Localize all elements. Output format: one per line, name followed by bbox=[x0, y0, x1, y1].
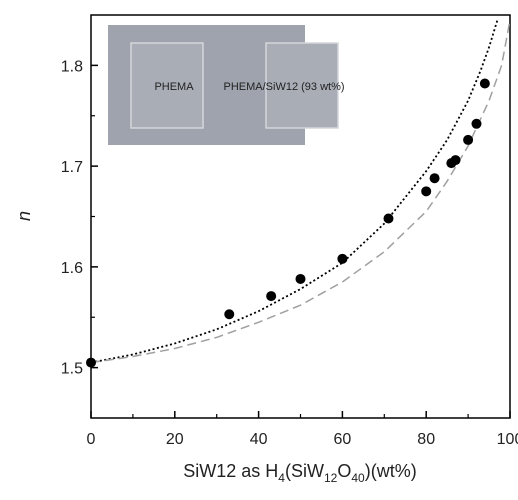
label-part: 40 bbox=[351, 471, 365, 485]
data-point bbox=[295, 273, 306, 284]
data-point bbox=[450, 155, 461, 166]
label-part: 4 bbox=[278, 471, 285, 485]
film-square bbox=[265, 42, 339, 129]
x-tick-label: 20 bbox=[166, 431, 184, 448]
x-tick-label: 40 bbox=[250, 431, 268, 448]
y-tick-label: 1.7 bbox=[61, 159, 83, 176]
data-point bbox=[429, 173, 440, 184]
label-part: SiW12 as H bbox=[183, 461, 278, 481]
data-point bbox=[383, 213, 394, 224]
data-point bbox=[86, 357, 96, 368]
x-tick-label: 100 bbox=[497, 431, 518, 448]
y-axis-label: n bbox=[14, 211, 34, 221]
data-point bbox=[337, 253, 348, 264]
x-axis-label: SiW12 as H4(SiW12O40)(wt%) bbox=[183, 461, 416, 485]
film-square bbox=[130, 42, 204, 129]
inset-label: PHEMA/SiW12 (93 wt%) bbox=[223, 81, 344, 93]
model-curve bbox=[90, 19, 511, 364]
label-part: )(wt%) bbox=[365, 461, 417, 481]
y-tick-label: 1.6 bbox=[61, 260, 83, 277]
x-tick-label: 0 bbox=[87, 431, 96, 448]
inset-label: PHEMA bbox=[154, 81, 194, 93]
label-part: (SiW bbox=[285, 461, 324, 481]
data-point bbox=[421, 186, 432, 197]
label-part: O bbox=[337, 461, 351, 481]
x-tick-label: 60 bbox=[334, 431, 352, 448]
x-tick-label: 80 bbox=[417, 431, 435, 448]
data-point bbox=[266, 291, 277, 302]
data-point bbox=[463, 134, 474, 145]
y-tick-label: 1.5 bbox=[61, 361, 83, 378]
data-point bbox=[471, 118, 482, 129]
data-point bbox=[224, 309, 235, 320]
y-tick-label: 1.8 bbox=[61, 58, 83, 75]
label-part: 12 bbox=[324, 471, 338, 485]
data-point bbox=[479, 78, 490, 89]
